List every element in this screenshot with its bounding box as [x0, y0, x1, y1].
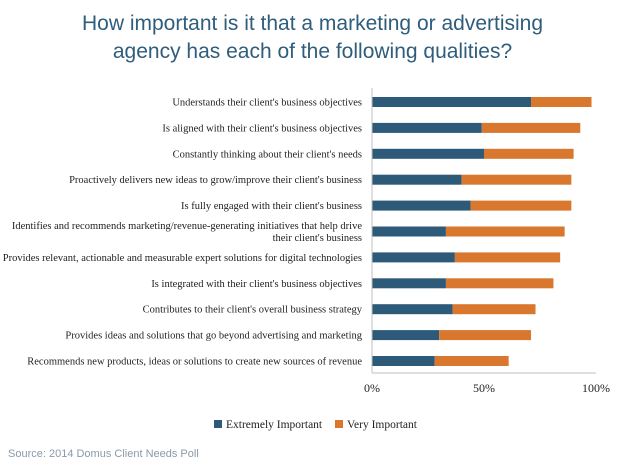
category-label: their client's business	[273, 233, 362, 244]
bar-extremely-important	[372, 356, 435, 366]
category-label: Is integrated with their client's busine…	[151, 279, 362, 290]
bar-extremely-important	[372, 97, 532, 107]
bar-extremely-important	[372, 278, 446, 289]
bar-extremely-important	[372, 148, 484, 159]
bar-extremely-important	[372, 122, 482, 133]
chart-title: How important is it that a marketing or …	[0, 10, 625, 66]
bar-extremely-important	[372, 304, 453, 315]
bar-very-important	[445, 226, 565, 237]
category-label: Is aligned with their client's business …	[162, 123, 362, 134]
bar-very-important	[461, 174, 572, 185]
bar-extremely-important	[372, 330, 440, 341]
category-label: Provides ideas and solutions that go bey…	[65, 331, 362, 342]
bar-very-important	[470, 200, 572, 211]
category-label: Proactively delivers new ideas to grow/i…	[69, 175, 362, 186]
chart-title-line-2: agency has each of the following qualiti…	[112, 40, 513, 63]
x-tick-label: 0%	[364, 381, 380, 395]
category-label: Recommends new products, ideas or soluti…	[27, 357, 362, 368]
x-tick-label: 100%	[582, 381, 610, 395]
bar-extremely-important	[372, 226, 446, 237]
category-label: Contributes to their client's overall bu…	[143, 305, 363, 316]
source-note: Source: 2014 Domus Client Needs Poll	[8, 448, 199, 460]
category-label: Understands their client's business obje…	[172, 98, 362, 109]
legend-label-very-important: Very Important	[347, 419, 418, 431]
legend-swatch-extremely-important	[214, 420, 222, 428]
category-label: Is fully engaged with their client's bus…	[181, 201, 362, 212]
category-label: Provides relevant, actionable and measur…	[3, 253, 362, 264]
category-label: Identifies and recommends marketing/reve…	[12, 221, 363, 232]
bar-very-important	[434, 356, 509, 366]
bar-very-important	[484, 148, 574, 159]
bar-extremely-important	[372, 252, 455, 263]
bar-extremely-important	[372, 174, 462, 185]
legend-label-extremely-important: Extremely Important	[226, 419, 323, 431]
x-tick-label: 50%	[473, 381, 495, 395]
bar-very-important	[481, 122, 581, 133]
bar-very-important	[454, 252, 561, 263]
bar-extremely-important	[372, 200, 471, 211]
bar-very-important	[439, 330, 532, 341]
chart-title-line-1: How important is it that a marketing or …	[81, 12, 544, 35]
category-label: Constantly thinking about their client's…	[173, 149, 362, 160]
legend-swatch-very-important	[335, 420, 343, 428]
bar-very-important	[445, 278, 554, 289]
bar-very-important	[452, 304, 536, 315]
bar-very-important	[531, 97, 592, 107]
